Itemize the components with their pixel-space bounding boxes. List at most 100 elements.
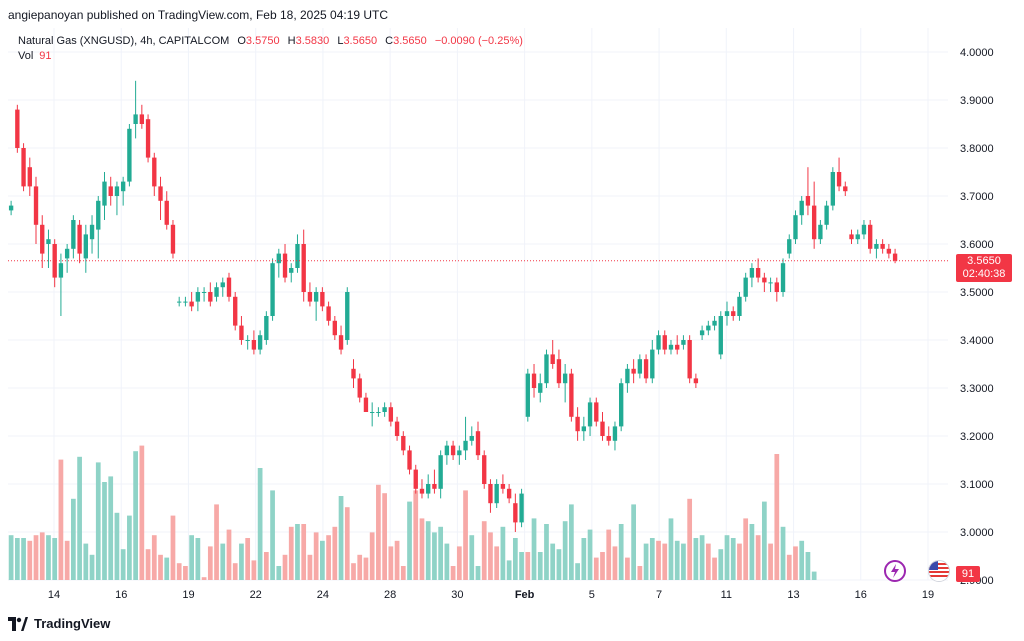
volume-bar [811,571,817,580]
candle-body [706,325,711,331]
candle-body [506,488,512,499]
volume-bar [288,526,294,580]
volume-bar [693,538,699,580]
volume-bar [761,501,767,580]
legend-open-label: O [237,35,246,47]
y-tick-label: 3.7000 [960,191,994,203]
candle-body [208,292,213,302]
last-price-badge: 3.5650 02:40:38 [956,254,1012,282]
volume-bar [376,484,381,580]
candle-body [15,109,20,148]
volume-bar [251,560,257,580]
candle-body [40,224,45,254]
volume-bar [456,546,462,580]
volume-bar [432,532,437,580]
chart-legend: Natural Gas (XNGUSD), 4h, CAPITALCOM O3.… [18,34,523,64]
volume-bar [183,566,188,580]
x-tick-label: 7 [656,589,662,601]
volume-bar [145,549,151,580]
volume-bar [587,529,593,580]
candle-body [799,200,804,216]
candle-body [787,239,792,254]
volume-bar [407,501,412,580]
volume-bar [320,540,325,580]
x-tick-label: 16 [855,589,867,601]
candle-body [619,383,624,427]
volume-bar [743,518,749,580]
volume-bar [326,535,331,580]
candle-body [724,311,730,316]
candle-body [326,306,331,321]
candlestick-chart[interactable]: 4.0000 3.9000 3.8000 3.7000 3.6000 3.5000 3.40… [8,28,1016,608]
price-axis[interactable]: 4.0000 3.9000 3.8000 3.7000 3.6000 3.5000 3.40… [960,47,994,587]
candle-body [257,335,263,350]
volume-bar [388,546,394,580]
candle-body [681,340,686,345]
volume-bar [201,577,207,580]
candle-body [849,234,854,240]
candle-body [195,292,201,302]
candle-body [562,373,568,384]
x-tick-label: 22 [250,589,262,601]
candle-body [569,373,574,417]
volume-bar [195,538,201,580]
candle-body [587,402,593,427]
volume-bar [730,538,736,580]
candle-body [662,335,667,350]
volume-bar [618,524,624,580]
legend-high-value: 3.5830 [295,35,330,47]
volume-bar [488,532,493,580]
candle-body [83,234,88,259]
candle-body [625,368,630,384]
volume-bar [556,549,562,580]
candle-body [96,200,101,230]
candle-body [575,416,580,432]
candle-body [494,484,499,504]
candle-body [612,426,618,441]
time-axis[interactable]: 14 16 19 22 24 28 30 Feb 5 7 11 13 16 19 [48,589,934,601]
volume-bar [562,521,568,580]
candle-body [805,196,811,206]
candle-body [264,316,269,340]
chart-area[interactable]: 4.0000 3.9000 3.8000 3.7000 3.6000 3.5000 3.40… [8,28,1016,608]
candle-body [762,277,767,283]
x-tick-label: 30 [451,589,463,601]
volume-bar [550,543,556,580]
volume-bar [46,535,51,580]
volume-bar [270,490,275,580]
volume-bar [276,566,282,580]
volume-bar [21,538,26,580]
candle-body [861,224,867,235]
candle-body [357,378,362,398]
candle-body [482,455,487,484]
volume-bar [114,512,120,580]
candle-body [351,368,356,379]
candle-body [71,220,76,249]
candle-body [345,292,350,340]
candle-body [376,412,381,413]
us-flag-icon[interactable] [928,560,950,582]
publisher-line: angiepanoyan published on TradingView.co… [8,8,389,22]
volume-bar [394,540,400,580]
candle-body [270,263,275,316]
candle-body [811,205,817,240]
volume-bar [363,557,369,580]
volume-bar [525,552,531,580]
volume-bar [338,496,344,580]
candle-body [313,292,319,302]
volume-bar [606,529,612,580]
volume-bar [662,543,668,580]
volume-bars [8,445,817,580]
candle-body [693,378,699,384]
volume-bar [139,445,145,580]
y-tick-label: 3.3000 [960,383,994,395]
candle-body [444,445,450,456]
volume-bar [469,535,475,580]
volume-bar [207,546,213,580]
candle-body [301,244,306,292]
candle-body [295,244,300,268]
footer-brand[interactable]: TradingView [8,616,110,631]
flash-icon[interactable] [884,560,906,582]
volume-bar [531,518,537,580]
volume-bar [170,515,176,580]
